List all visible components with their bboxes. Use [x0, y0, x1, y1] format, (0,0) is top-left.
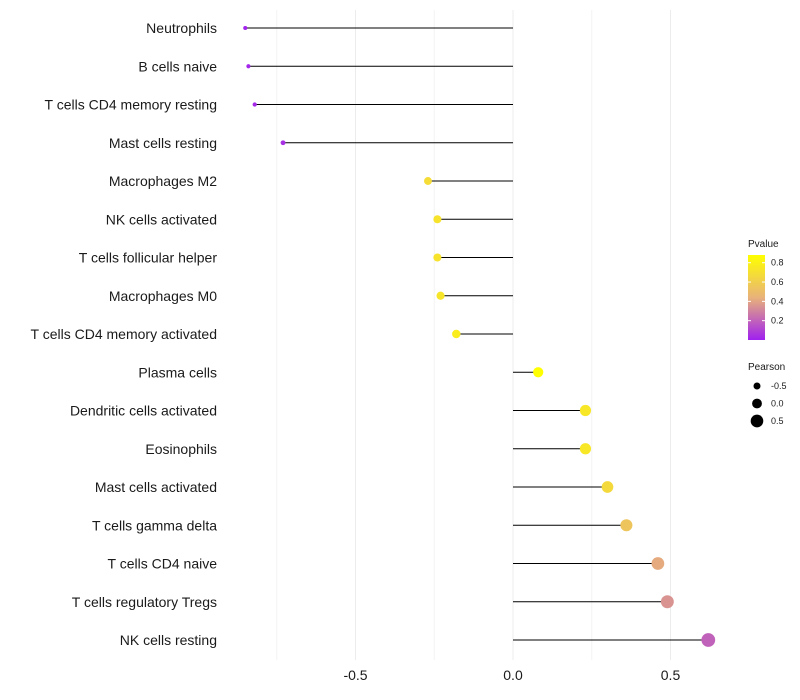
category-label: B cells naive	[138, 58, 217, 74]
color-legend-tick-label: 0.6	[771, 277, 784, 287]
size-legend-label: -0.5	[771, 381, 787, 391]
lollipop-point	[533, 367, 544, 378]
lollipop-point	[452, 329, 461, 339]
category-label: Macrophages M2	[109, 173, 217, 189]
category-label: T cells gamma delta	[92, 517, 217, 533]
lollipop-point	[579, 443, 592, 455]
category-label: Plasma cells	[138, 364, 217, 380]
category-label: T cells CD4 naive	[108, 556, 218, 572]
lollipop-point	[579, 404, 592, 417]
lollipop-point	[436, 291, 445, 300]
lollipop-point	[620, 519, 633, 532]
category-label: T cells regulatory Tregs	[72, 594, 217, 610]
category-label: NK cells resting	[120, 632, 217, 648]
size-legend-title: Pearson	[748, 362, 785, 373]
category-label: T cells CD4 memory resting	[45, 97, 217, 113]
lollipop-point	[433, 253, 442, 262]
color-legend-title: Pvalue	[748, 239, 779, 250]
lollipop-point	[424, 177, 432, 185]
category-label: Eosinophils	[145, 441, 217, 457]
size-legend-point	[752, 398, 762, 409]
color-legend-tick-label: 0.4	[771, 296, 784, 306]
x-tick-label: 0.0	[503, 667, 523, 683]
size-legend-point	[753, 382, 761, 390]
lollipop-point	[433, 215, 442, 224]
category-label: T cells CD4 memory activated	[31, 326, 217, 342]
category-label: NK cells activated	[106, 211, 217, 227]
lollipop-point	[651, 557, 665, 570]
color-legend-tick-label: 0.8	[771, 258, 784, 268]
category-label: T cells follicular helper	[79, 250, 218, 266]
x-tick-label: -0.5	[343, 667, 367, 683]
category-label: Dendritic cells activated	[70, 403, 217, 419]
lollipop-point	[252, 102, 257, 107]
category-label: Macrophages M0	[109, 288, 217, 304]
lollipop-point	[243, 25, 248, 31]
size-legend-point	[750, 414, 764, 428]
x-tick-label: 0.5	[661, 667, 681, 683]
lollipop-point	[246, 64, 251, 69]
lollipop-point	[660, 595, 674, 609]
category-label: Mast cells resting	[109, 135, 217, 151]
category-label: Mast cells activated	[95, 479, 217, 495]
lollipop-point	[601, 481, 614, 493]
size-legend-label: 0.5	[771, 416, 784, 426]
category-label: Neutrophils	[146, 20, 217, 36]
color-legend-bar	[748, 255, 765, 340]
lollipop-point	[701, 633, 716, 647]
lollipop-point	[280, 140, 286, 146]
size-legend-label: 0.0	[771, 399, 784, 409]
color-legend-tick-label: 0.2	[771, 316, 784, 326]
